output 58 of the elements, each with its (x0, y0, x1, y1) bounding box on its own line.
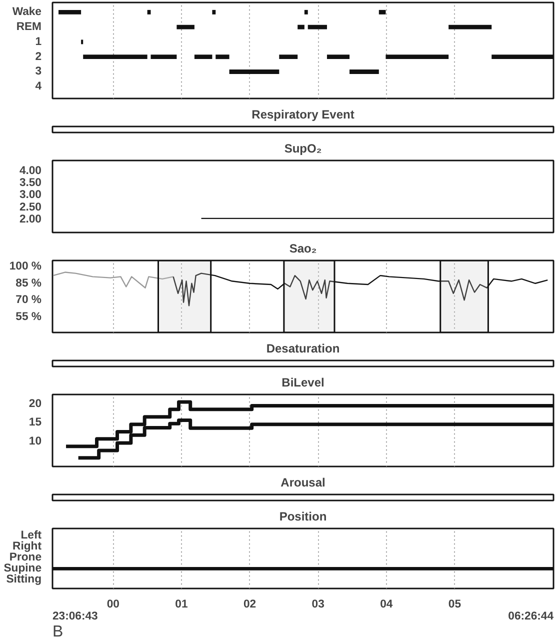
text: 06:26:44 (508, 610, 554, 622)
text: 23:06:43 (52, 610, 98, 622)
y-tick-label: Supine (4, 562, 42, 575)
y-tick-label: 85 % (16, 277, 42, 290)
bar (150, 54, 177, 60)
text: Respiratory Event (252, 108, 354, 122)
chart-title: SupO₂ (284, 142, 322, 156)
text: Arousal (280, 476, 326, 490)
y-tick-label: Sitting (6, 574, 42, 586)
chart-title: Sao₂ (289, 242, 317, 256)
bar (298, 24, 304, 30)
bar (58, 10, 82, 14)
bar (386, 54, 449, 60)
bar (308, 24, 327, 30)
chart-title: BiLevel (282, 376, 324, 390)
y-tick-label: 70 % (16, 294, 42, 306)
y-tick-label: 10 (28, 435, 42, 448)
bar (448, 24, 492, 30)
y-tick-label: Left (20, 530, 42, 542)
y-tick-label: 1 (35, 36, 42, 48)
chart-title: Position (279, 510, 327, 524)
x-tick-label: 03 (312, 598, 324, 610)
x-tick-label: 04 (380, 598, 394, 610)
bar (279, 54, 298, 60)
bar (176, 24, 194, 30)
bar (83, 54, 148, 60)
x-tick-label: 05 (448, 598, 462, 610)
text: B (52, 624, 64, 640)
y-tick-label: 3.50 (19, 177, 42, 190)
y-tick-label: 2 (35, 50, 42, 63)
y-tick-label: 20 (28, 398, 42, 410)
bar (326, 54, 350, 60)
y-tick-label: Prone (9, 552, 42, 564)
y-tick-label: 3 (35, 66, 42, 78)
y-tick-label: 3.00 (19, 189, 42, 202)
text: Desaturation (266, 342, 340, 356)
bar (350, 69, 379, 74)
y-tick-label: REM (16, 21, 42, 34)
line-series (172, 272, 548, 306)
y-tick-label: 15 (28, 416, 42, 429)
x-tick-label: 01 (175, 598, 188, 610)
y-tick-label: Right (12, 540, 42, 553)
y-tick-label: 4 (35, 80, 42, 93)
line-series (52, 272, 174, 288)
bar (378, 10, 386, 14)
bar (304, 10, 308, 14)
bar (212, 10, 216, 14)
y-tick-label: 2.00 (19, 213, 42, 226)
y-tick-label: 100 % (9, 260, 42, 273)
y-tick-label: 2.50 (19, 201, 42, 214)
y-tick-label: 55 % (16, 310, 42, 323)
x-tick-label: 02 (243, 598, 256, 610)
y-tick-label: 4.00 (19, 164, 42, 177)
bar (229, 69, 280, 74)
x-tick-label: 00 (106, 598, 120, 610)
bar (216, 54, 230, 60)
bar (194, 54, 212, 60)
y-tick-label: Wake (12, 6, 42, 18)
